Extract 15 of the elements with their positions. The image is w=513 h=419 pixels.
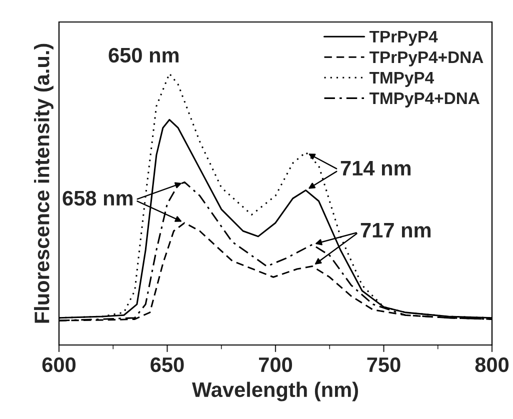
- x-tick-label: 600: [42, 357, 76, 372]
- legend-label: TMPyP4+DNA: [369, 92, 480, 108]
- annotation: 717 nm: [360, 223, 431, 238]
- annotation: 658 nm: [62, 190, 133, 206]
- text: 650 nm: [108, 48, 179, 63]
- annotation: 714 nm: [340, 161, 411, 176]
- legend-label: TPrPyP4+DNA: [369, 51, 484, 66]
- y-axis-title: Fluorescence intensity (a.u.): [34, 44, 54, 323]
- legend-label: TPrPyP4: [369, 30, 438, 46]
- x-tick-label: 700: [259, 357, 292, 372]
- x-tick-label: 750: [367, 357, 400, 372]
- legend-label: TMPyP4: [369, 72, 434, 87]
- x-tick-label: 800: [475, 357, 509, 372]
- x-axis-title: Wavelength (nm): [192, 382, 358, 402]
- x-tick-label: 650: [150, 357, 184, 372]
